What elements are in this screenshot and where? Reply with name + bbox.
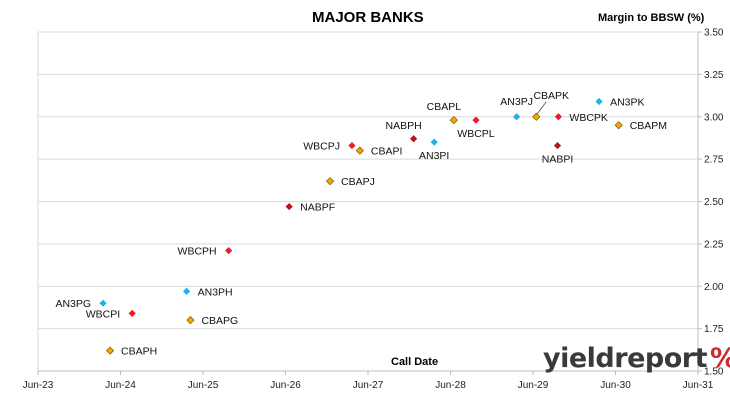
marker-an3pj xyxy=(513,113,521,121)
leader-lines xyxy=(536,101,547,114)
marker-nabpi xyxy=(553,141,562,150)
marker-wbcpi xyxy=(128,309,136,317)
marker-wbcpk xyxy=(554,113,563,121)
gridlines xyxy=(38,31,698,372)
marker-wbcpl xyxy=(472,116,480,124)
marker-cbapl xyxy=(449,116,458,125)
x-tick-label: Jun-25 xyxy=(188,380,219,391)
y-tick-label: 3.25 xyxy=(704,70,724,81)
marker-nabpf xyxy=(285,202,293,211)
label-cbapi: CBAPI xyxy=(371,146,403,158)
data-markers xyxy=(99,97,623,355)
logo-text: yieldreport xyxy=(543,343,707,374)
label-an3pi: AN3PI xyxy=(419,150,449,162)
axes xyxy=(37,31,702,375)
x-tick-label: Jun-24 xyxy=(105,380,136,391)
x-tick-label: Jun-27 xyxy=(353,380,384,391)
label-cbaph: CBAPH xyxy=(121,346,157,358)
label-wbcpk: WBCPK xyxy=(569,112,608,124)
tick-labels: 1.50 1.75 2.00 2.25 2.50 2.75 3.00 3.25 3.50 Jun-… xyxy=(23,28,724,392)
x-tick-label: Jun-23 xyxy=(23,380,54,391)
x-axis-label: Call Date xyxy=(391,356,439,368)
label-cbapm: CBAPM xyxy=(630,120,667,132)
y-tick-label: 3.50 xyxy=(704,28,724,39)
x-tick-label: Jun-31 xyxy=(683,380,714,391)
label-an3pg: AN3PG xyxy=(55,298,91,310)
label-cbapg: CBAPG xyxy=(201,315,238,327)
marker-cbapm xyxy=(614,121,623,130)
marker-cbapk xyxy=(532,112,541,121)
yieldreport-logo: yieldreport% xyxy=(543,343,730,374)
label-cbapl: CBAPL xyxy=(427,101,462,113)
label-wbcpj: WBCPJ xyxy=(303,141,340,153)
label-cbapk: CBAPK xyxy=(533,90,569,102)
y-tick-label: 2.75 xyxy=(704,155,724,166)
marker-cbaph xyxy=(105,346,115,355)
label-wbcpi: WBCPI xyxy=(86,308,120,320)
y-tick-label: 1.50 xyxy=(704,367,724,378)
y-axis-label: Margin to BBSW (%) xyxy=(598,12,705,24)
logo-percent-symbol: % xyxy=(710,343,730,374)
y-tick-label: 2.50 xyxy=(704,197,724,208)
y-tick-label: 2.25 xyxy=(704,239,724,250)
chart-title: MAJOR BANKS xyxy=(312,9,424,26)
x-tick-label: Jun-29 xyxy=(518,380,549,391)
label-an3pj: AN3PJ xyxy=(500,96,533,108)
label-cbapj: CBAPJ xyxy=(341,176,375,188)
label-nabph: NABPH xyxy=(386,120,422,132)
marker-an3ph xyxy=(183,287,191,295)
marker-an3pi xyxy=(430,138,438,146)
marker-cbapg xyxy=(186,316,195,325)
label-wbcph: WBCPH xyxy=(178,246,217,258)
leader-cbapk xyxy=(536,101,547,114)
label-nabpi: NABPI xyxy=(542,154,574,166)
marker-wbcpj xyxy=(348,141,356,150)
marker-cbapi xyxy=(355,146,364,155)
marker-cbapj xyxy=(325,177,335,186)
x-tick-label: Jun-26 xyxy=(270,380,301,391)
x-tick-label: Jun-28 xyxy=(435,380,466,391)
y-tick-label: 3.00 xyxy=(704,112,724,123)
label-nabpf: NABPF xyxy=(300,202,335,214)
marker-nabph xyxy=(410,135,418,143)
marker-wbcph xyxy=(225,247,233,255)
marker-an3pk xyxy=(595,97,603,106)
x-tick-label: Jun-30 xyxy=(600,380,631,391)
y-tick-label: 1.75 xyxy=(704,324,724,335)
label-wbcpl: WBCPL xyxy=(457,128,495,140)
marker-an3pg xyxy=(99,299,107,307)
label-an3ph: AN3PH xyxy=(198,286,233,298)
label-an3pk: AN3PK xyxy=(610,96,644,108)
y-tick-label: 2.00 xyxy=(704,282,724,293)
